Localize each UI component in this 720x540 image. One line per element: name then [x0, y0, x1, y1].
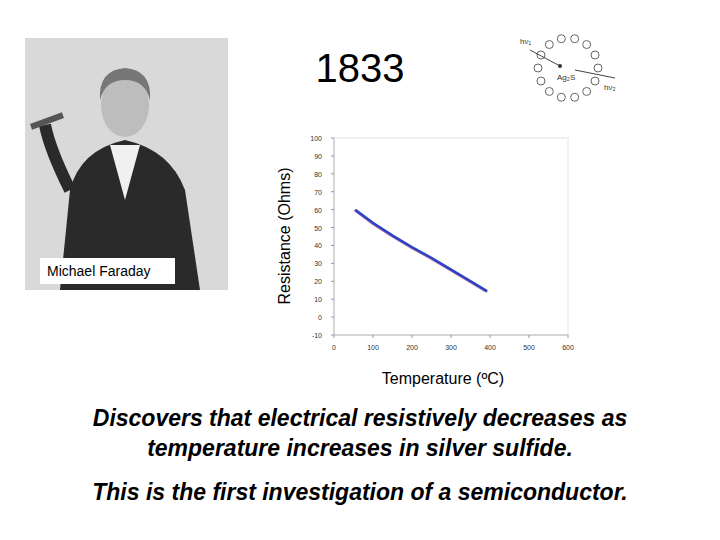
icon-label: Ag₂S: [557, 73, 575, 82]
ring-atom: [591, 77, 599, 85]
x-tick-label: 0: [332, 344, 336, 351]
slide: 1833 Michael Faraday hν₁ Ag₂S hν₂ -10 0 10 20 30 4…: [0, 0, 720, 540]
caption-line: temperature increases in silver sulfide.: [147, 435, 573, 461]
ring-atom: [557, 35, 565, 43]
icon-label: hν₂: [604, 83, 616, 92]
y-tick: [331, 263, 334, 264]
ring-atom: [591, 51, 599, 59]
ring-atom: [571, 35, 579, 43]
y-tick-label: -10: [312, 332, 322, 339]
y-tick: [331, 317, 334, 318]
y-tick: [331, 191, 334, 192]
ring-atom: [594, 64, 602, 72]
y-tick-label: 70: [314, 189, 322, 196]
y-tick-label: 20: [314, 278, 322, 285]
year: 1833: [316, 46, 405, 90]
portrait-rod: [30, 112, 64, 129]
data-group: [354, 210, 487, 292]
x-tick: [334, 335, 335, 338]
ring-atom: [545, 87, 553, 95]
portrait-shirt: [110, 145, 140, 200]
y-tick: [331, 227, 334, 228]
x-tick-label: 400: [484, 344, 496, 351]
x-tick: [412, 335, 413, 338]
photon-arrow: [530, 50, 560, 66]
center-atom: [558, 64, 562, 68]
y-axis: [334, 138, 335, 335]
y-tick-label: 60: [314, 207, 322, 214]
y-tick-label: 10: [314, 296, 322, 303]
y-tick: [331, 245, 334, 246]
data-line: [355, 210, 487, 291]
x-axis-label: Temperature (ºC): [382, 370, 504, 387]
portrait: [25, 38, 228, 290]
ring-atom: [571, 93, 579, 101]
y-tick-label: 90: [314, 153, 322, 160]
portrait-hair: [100, 68, 150, 100]
x-tick: [451, 335, 452, 338]
photon-arrow: [575, 70, 615, 78]
portrait-bg: [25, 38, 228, 290]
x-tick-label: 200: [406, 344, 418, 351]
ring-atom: [537, 77, 545, 85]
ring-atom: [583, 87, 591, 95]
y-tick: [331, 155, 334, 156]
y-tick-label: 30: [314, 260, 322, 267]
portrait-caption: Michael Faraday: [47, 263, 151, 279]
icon-label: hν₁: [520, 37, 531, 46]
x-tick: [568, 335, 569, 338]
x-tick: [373, 335, 374, 338]
caption-line: This is the first investigation of a sem…: [92, 479, 627, 505]
y-tick-label: 40: [314, 242, 322, 249]
y-axis-label: Resistance (Ohms): [276, 168, 293, 305]
y-tick: [331, 299, 334, 300]
y-tick: [331, 138, 334, 139]
x-tick: [490, 335, 491, 338]
molecule-icon: [530, 35, 615, 101]
line-shadow: [356, 210, 488, 291]
y-tick: [331, 209, 334, 210]
x-tick-label: 500: [523, 344, 535, 351]
line-shadow: [354, 210, 486, 291]
x-tick-label: 600: [562, 344, 574, 351]
ring-atom: [583, 41, 591, 49]
ring-atom: [545, 41, 553, 49]
caption-bg: [40, 258, 175, 284]
x-tick: [529, 335, 530, 338]
x-tick-label: 300: [445, 344, 457, 351]
caption-line: Discovers that electrical resistively de…: [93, 405, 627, 431]
y-tick-label: 80: [314, 171, 322, 178]
y-tick: [331, 173, 334, 174]
ring-atom: [534, 64, 542, 72]
x-tick-label: 100: [367, 344, 379, 351]
y-tick-label: 0: [318, 314, 322, 321]
portrait-arm: [45, 125, 70, 190]
plot-frame: [334, 138, 568, 335]
y-tick-label: 100: [310, 135, 322, 142]
y-tick-label: 50: [314, 225, 322, 232]
y-tick: [331, 281, 334, 282]
ring-atom: [557, 93, 565, 101]
